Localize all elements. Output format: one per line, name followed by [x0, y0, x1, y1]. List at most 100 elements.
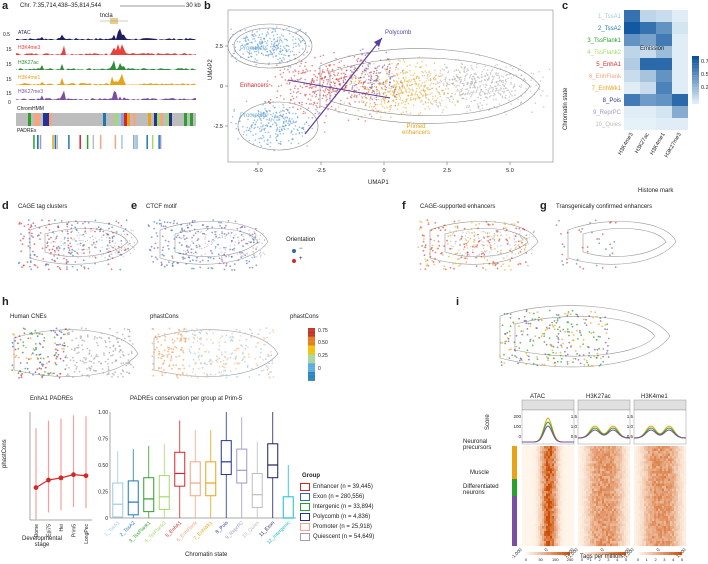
- umap-point: [405, 88, 407, 90]
- map-point: [174, 345, 176, 348]
- thumbnail-point: [91, 256, 94, 258]
- umap-point: [388, 71, 391, 74]
- map-point: [224, 363, 227, 366]
- thumbnail-point: [255, 248, 257, 250]
- map-point: [175, 375, 178, 377]
- thumbnail-point: [230, 255, 233, 258]
- heatmap-cell: [526, 458, 529, 462]
- map-point: [93, 338, 96, 340]
- thumbnail-point: [522, 244, 525, 246]
- thumbnail-point: [77, 257, 79, 259]
- umap-point: [487, 78, 490, 80]
- umap-point: [349, 96, 352, 98]
- heatmap-cell: [542, 493, 545, 497]
- heatmap-cell: [540, 483, 543, 487]
- thumbnail-point: [31, 232, 33, 235]
- umap-point: [315, 108, 317, 111]
- thumbnail-point: [233, 244, 235, 246]
- umap-point: [357, 77, 360, 79]
- map-point: [192, 368, 195, 370]
- heatmap-cell: [536, 451, 539, 454]
- map-point: [181, 364, 184, 367]
- umap-point: [391, 72, 393, 75]
- heatmap-cell: [546, 448, 549, 452]
- map-point: [86, 347, 89, 350]
- map-point: [212, 332, 215, 335]
- map-point: [18, 335, 21, 337]
- heatmap-cell: [564, 456, 567, 459]
- umap-point: [253, 119, 256, 122]
- group-label: Exon (n = 280,556): [313, 494, 365, 500]
- heatmap-cell: [554, 508, 557, 512]
- umap-point: [388, 84, 391, 86]
- umap-point: [279, 73, 282, 76]
- map-point: [534, 335, 537, 338]
- umap-point: [274, 46, 277, 49]
- umap-point: [457, 77, 459, 79]
- map-point: [224, 369, 227, 372]
- umap-point: [314, 69, 316, 72]
- map-point: [74, 364, 77, 367]
- heatmap-cell: [570, 501, 573, 504]
- heatmap-cell: [568, 496, 571, 499]
- heatmap-cell: [542, 481, 545, 484]
- umap-point: [340, 99, 342, 102]
- heatmap-cell: [522, 483, 525, 487]
- thumbnail-point: [528, 237, 530, 239]
- heatmap-cell: [570, 481, 573, 484]
- thumbnail-point: [258, 253, 261, 255]
- umap-point: [270, 43, 273, 45]
- heatmap-cell: [550, 498, 553, 502]
- heatmap-cell: [556, 468, 559, 472]
- thumbnail-point: [127, 244, 129, 246]
- thumbnail-point: [443, 265, 446, 267]
- map-point: [166, 354, 169, 356]
- umap-point: [359, 79, 362, 82]
- map-point: [577, 338, 579, 340]
- map-point: [548, 337, 551, 340]
- thumbnail-point: [225, 234, 228, 236]
- map-point: [100, 337, 103, 340]
- map-point: [598, 347, 600, 350]
- map-point: [200, 338, 202, 341]
- thumbnail-point: [178, 236, 181, 239]
- map-point: [75, 361, 78, 364]
- thumbnail-point: [106, 245, 109, 247]
- heatmap-cell: [538, 493, 541, 497]
- umap-point: [249, 41, 251, 44]
- heatmap-cell: [540, 451, 543, 454]
- thumbnail-point: [463, 246, 466, 248]
- heatmap-cell: [526, 493, 529, 497]
- heatmap-cell: [522, 478, 525, 482]
- umap-point: [294, 69, 296, 71]
- heatmap-cell: [542, 486, 545, 489]
- map-point: [525, 309, 528, 311]
- umap-point: [390, 116, 392, 118]
- heatmap-cell: [672, 22, 688, 34]
- thumbnail-point: [95, 240, 98, 243]
- thumbnail-point: [532, 231, 534, 234]
- umap-point: [368, 82, 371, 84]
- map-point: [85, 361, 87, 364]
- map-point: [595, 338, 598, 341]
- umap-point: [423, 81, 426, 84]
- map-point: [22, 341, 25, 344]
- heatmap-cell: [564, 478, 567, 482]
- umap-point: [518, 85, 521, 87]
- umap-point: [270, 40, 273, 43]
- thumbnail-point: [94, 256, 97, 259]
- map-point: [160, 357, 163, 360]
- map-point: [120, 349, 122, 352]
- padre-mark: [79, 135, 81, 149]
- heatmap-cell: [564, 451, 567, 454]
- map-point: [599, 317, 602, 319]
- map-point: [513, 341, 516, 344]
- padre-mark: [158, 135, 160, 149]
- umap-point: [313, 80, 315, 82]
- umap-point: [348, 102, 351, 104]
- chromhmm-segment: [16, 113, 19, 126]
- map-point: [508, 357, 511, 359]
- chromhmm-segment: [82, 113, 85, 126]
- thumbnail-point: [475, 265, 478, 268]
- map-point: [208, 329, 211, 332]
